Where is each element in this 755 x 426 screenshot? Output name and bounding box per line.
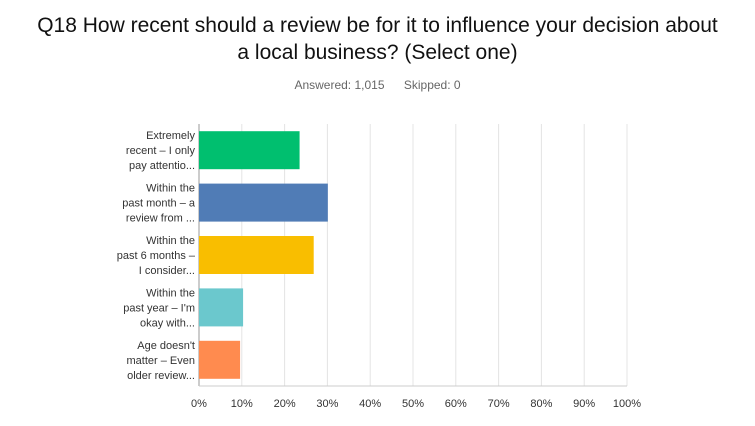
bar [199, 288, 244, 327]
answered-count: Answered: 1,015 [294, 78, 385, 92]
x-tick-label: 70% [488, 398, 510, 410]
category-label: Age doesn't [137, 340, 195, 352]
x-tick-label: 50% [402, 398, 424, 410]
bar [199, 236, 314, 274]
question-title-line-2: a local business? (Select one) [237, 41, 518, 64]
category-label: older review... [127, 370, 195, 382]
x-tick-label: 80% [530, 398, 552, 410]
category-label: okay with... [140, 317, 195, 329]
question-title: Q18 How recent should a review be for it… [0, 12, 755, 66]
x-tick-label: 20% [274, 398, 296, 410]
category-label: Within the [146, 287, 195, 299]
x-tick-label: 100% [613, 398, 641, 410]
category-label: pay attentio... [129, 160, 195, 172]
bar [199, 340, 241, 379]
bar [199, 131, 300, 170]
response-stats: Answered: 1,015 Skipped: 0 [0, 78, 755, 92]
category-label: I consider... [139, 265, 195, 277]
bar [199, 183, 328, 222]
x-tick-label: 90% [573, 398, 595, 410]
category-label: review from ... [126, 213, 195, 225]
category-label: Within the [146, 183, 195, 195]
category-label: past year – I'm [123, 302, 195, 314]
category-label: Within the [146, 235, 195, 247]
skipped-count: Skipped: 0 [403, 78, 461, 92]
category-label: past month – a [122, 198, 196, 210]
question-title-line-1: Q18 How recent should a review be for it… [37, 14, 718, 37]
category-label: recent – I only [126, 145, 196, 157]
x-tick-label: 10% [231, 398, 253, 410]
category-label: matter – Even [127, 355, 195, 367]
x-tick-label: 60% [445, 398, 467, 410]
category-label: Extremely [146, 130, 195, 142]
x-tick-label: 0% [191, 398, 207, 410]
category-label: past 6 months – [117, 250, 196, 262]
x-tick-label: 30% [316, 398, 338, 410]
x-tick-label: 40% [359, 398, 381, 410]
